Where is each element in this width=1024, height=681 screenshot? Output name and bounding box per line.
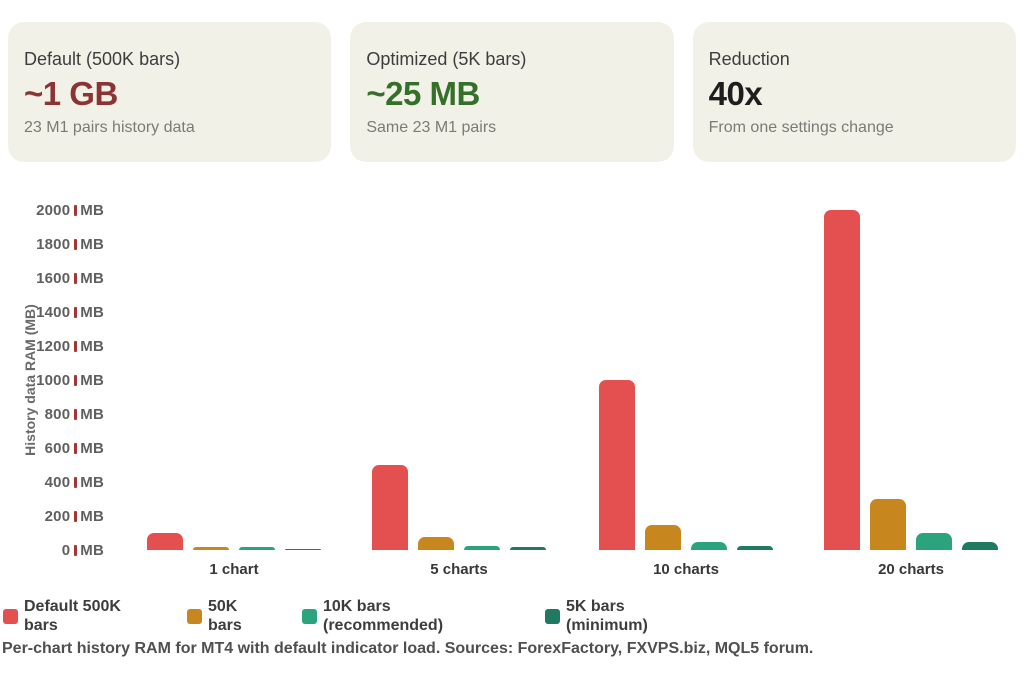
bar-5k-bars-minimum-5-charts — [510, 547, 546, 550]
stat-card-subtitle: 23 M1 pairs history data — [24, 119, 195, 136]
stat-card-value: 40x — [708, 75, 763, 112]
y-tick-mark — [74, 204, 78, 216]
bar-50k-bars-1-chart — [193, 547, 229, 550]
bar-default-500k-bars-5-charts — [372, 465, 408, 550]
legend-label: Default 500K bars — [24, 598, 121, 634]
legend-item: 10K bars (recommended) — [302, 597, 443, 635]
bar-10k-bars-recommended-1-chart — [239, 547, 275, 550]
bar-default-500k-bars-20-charts — [824, 210, 860, 550]
legend-swatch — [545, 608, 560, 624]
legend-label: 50K bars — [208, 598, 242, 634]
y-tick-label: 1800 MB — [36, 235, 104, 253]
x-tick-label: 20 charts — [878, 561, 944, 578]
legend-swatch — [187, 608, 202, 624]
y-tick-mark — [74, 272, 78, 284]
legend-item: Default 500K bars — [3, 597, 121, 635]
x-tick-label: 5 charts — [430, 561, 488, 578]
bar-50k-bars-5-charts — [418, 537, 454, 550]
stat-card-title: Optimized (5K bars) — [366, 49, 527, 69]
bar-10k-bars-recommended-20-charts — [916, 533, 952, 550]
bar-50k-bars-10-charts — [645, 524, 681, 550]
stat-card-value: ~25 MB — [366, 75, 480, 112]
stat-card-reduction: Reduction 40x From one settings change — [692, 22, 1016, 162]
y-tick-label: 1200 MB — [36, 337, 104, 355]
stat-card-title: Reduction — [708, 49, 790, 69]
stat-card-subtitle: Same 23 M1 pairs — [366, 119, 497, 136]
y-tick-label: 200 MB — [44, 507, 104, 525]
stat-card-default: Default (500K bars) ~1 GB 23 M1 pairs hi… — [8, 22, 332, 162]
y-tick-label: 1400 MB — [36, 303, 104, 321]
y-tick-mark — [74, 544, 78, 556]
bar-default-500k-bars-10-charts — [599, 380, 635, 550]
y-tick-mark — [74, 510, 78, 522]
x-tick-label: 10 charts — [653, 561, 719, 578]
y-tick-mark — [74, 238, 78, 250]
bar-50k-bars-20-charts — [870, 499, 906, 550]
legend-label: 5K bars (minimum) — [566, 598, 648, 634]
bar-5k-bars-minimum-20-charts — [962, 541, 998, 550]
stat-cards-row: Default (500K bars) ~1 GB 23 M1 pairs hi… — [8, 22, 1016, 162]
y-tick-label: 400 MB — [44, 473, 104, 491]
y-tick-label: 600 MB — [44, 439, 104, 457]
y-tick-mark — [74, 476, 78, 488]
stat-card-title: Default (500K bars) — [24, 49, 181, 69]
bar-default-500k-bars-1-chart — [147, 533, 183, 550]
bar-10k-bars-recommended-10-charts — [691, 541, 727, 550]
legend-swatch — [302, 608, 317, 624]
legend-label: 10K bars (recommended) — [323, 598, 444, 634]
stat-card-optimized: Optimized (5K bars) ~25 MB Same 23 M1 pa… — [350, 22, 674, 162]
bar-10k-bars-recommended-5-charts — [464, 545, 500, 550]
legend-swatch — [3, 608, 18, 624]
y-tick-mark — [74, 408, 78, 420]
y-tick-label: 1600 MB — [36, 269, 104, 287]
x-tick-label: 1 chart — [209, 561, 259, 578]
stat-card-subtitle: From one settings change — [708, 119, 894, 136]
legend-item: 5K bars (minimum) — [545, 597, 648, 635]
bar-5k-bars-minimum-10-charts — [737, 545, 773, 550]
y-tick-label: 800 MB — [44, 405, 104, 423]
y-tick-mark — [74, 306, 78, 318]
y-tick-label: 0 MB — [61, 541, 104, 559]
legend-item: 50K bars — [187, 597, 242, 635]
y-tick-label: 2000 MB — [36, 201, 104, 219]
bar-5k-bars-minimum-1-chart — [285, 549, 321, 550]
stat-card-value: ~1 GB — [24, 75, 118, 112]
y-tick-label: 1000 MB — [36, 371, 104, 389]
y-tick-mark — [74, 442, 78, 454]
chart-caption: Per-chart history RAM for MT4 with defau… — [2, 640, 814, 657]
y-tick-mark — [74, 340, 78, 352]
y-tick-mark — [74, 374, 78, 386]
